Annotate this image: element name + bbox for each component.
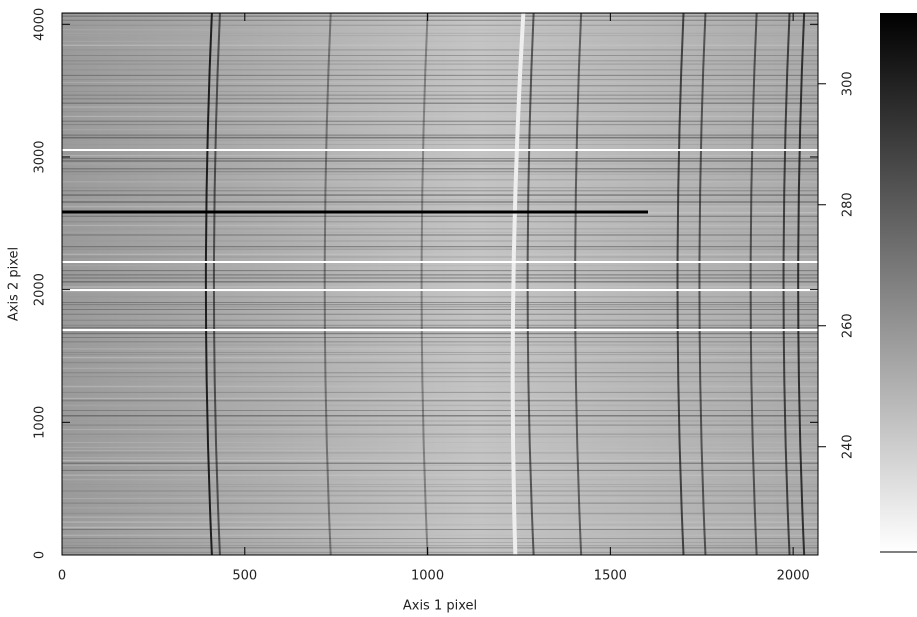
x-axis-label: Axis 1 pixel: [403, 599, 477, 614]
plot-frame: [61, 12, 819, 556]
y-tick-label: 0: [33, 551, 48, 559]
colorbar-tick-label: 260: [841, 313, 856, 338]
x-tick-label: 500: [232, 569, 257, 584]
image-texture: [676, 13, 685, 555]
x-tick-label: 1000: [411, 569, 444, 584]
image-background: [62, 13, 818, 555]
colorbar: [880, 13, 917, 552]
y-tick-label: 1000: [33, 406, 48, 439]
image-texture: [698, 13, 707, 555]
image-texture: [749, 13, 758, 555]
y-tick-label: 4000: [33, 8, 48, 41]
image-texture: [782, 13, 791, 555]
image-texture: [323, 13, 332, 555]
x-tick-label: 0: [58, 569, 66, 584]
x-tick-label: 1500: [594, 569, 627, 584]
image-texture: [574, 13, 583, 555]
image-texture: [212, 13, 221, 555]
y-tick-label: 2000: [33, 273, 48, 306]
x-tick-label: 2000: [777, 569, 810, 584]
colorbar-tick-label: 280: [841, 192, 856, 217]
image-texture: [797, 13, 806, 555]
colorbar-tick-label: 300: [841, 71, 856, 96]
image-texture: [420, 13, 429, 555]
colorbar-tick-label: 240: [841, 434, 856, 459]
image-texture: [510, 13, 526, 555]
image-texture: [204, 13, 213, 555]
image-texture: [526, 13, 535, 555]
y-tick-label: 3000: [33, 140, 48, 173]
image: [62, 13, 818, 555]
y-axis-label: Axis 2 pixel: [7, 247, 22, 321]
